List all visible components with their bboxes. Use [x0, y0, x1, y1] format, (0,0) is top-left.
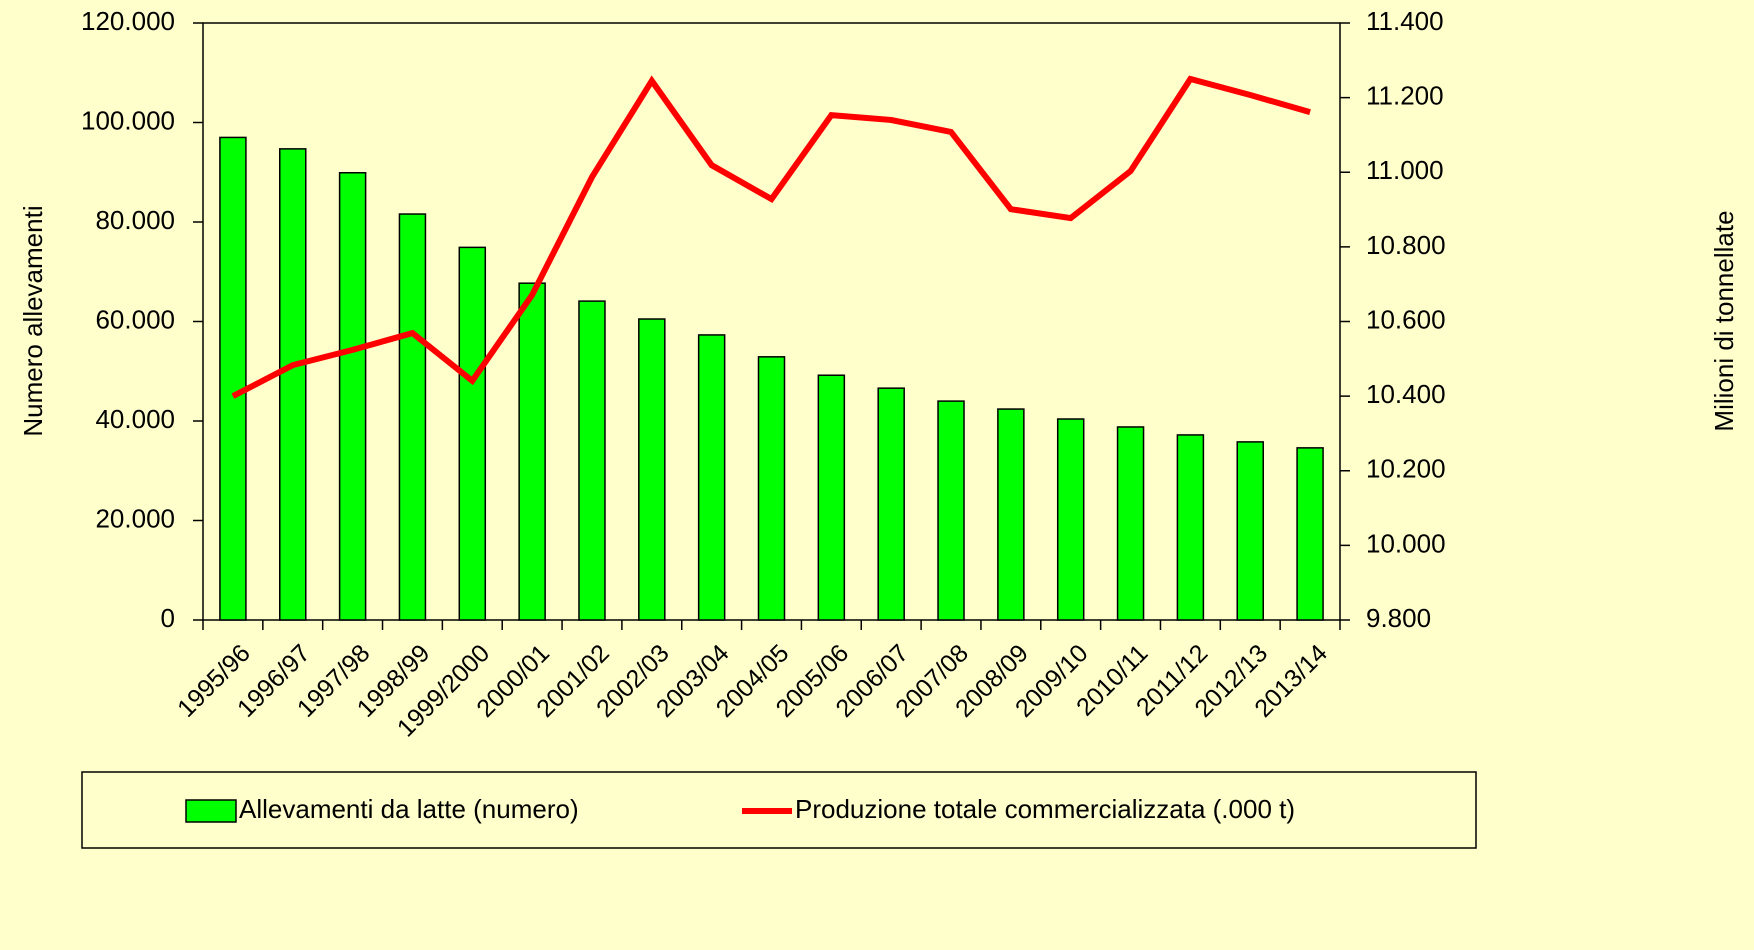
- line: [231, 75, 1311, 399]
- bar: [1176, 434, 1205, 621]
- y-tick-label: 20.000: [95, 503, 175, 533]
- y2-tick-label: 10.600: [1366, 304, 1446, 334]
- y-axis-title: Numero allevamenti: [18, 205, 48, 436]
- y-tick-label: 100.000: [81, 105, 175, 135]
- bar: [697, 334, 726, 621]
- y-tick-label: 0: [161, 603, 175, 633]
- bar: [937, 400, 965, 621]
- bar: [338, 171, 367, 621]
- legend-label: Allevamenti da latte (numero): [239, 794, 579, 824]
- bar: [279, 148, 307, 621]
- bar: [877, 387, 905, 621]
- y2-tick-label: 10.200: [1366, 454, 1446, 484]
- bar: [997, 408, 1025, 621]
- bar: [1236, 441, 1264, 621]
- y-tick-label: 80.000: [95, 205, 175, 235]
- bar: [1296, 447, 1324, 621]
- bar: [817, 374, 846, 621]
- y-tick-label: 40.000: [95, 404, 175, 434]
- bar: [757, 356, 786, 621]
- y-tick-label: 60.000: [95, 304, 175, 334]
- bar: [638, 318, 666, 621]
- bar: [398, 213, 427, 621]
- bar: [1116, 426, 1145, 621]
- bar: [1056, 418, 1085, 621]
- bar: [578, 300, 606, 621]
- y2-tick-label: 11.000: [1366, 155, 1444, 185]
- y2-tick-label: 10.000: [1366, 528, 1446, 558]
- y-tick-label: 120.000: [81, 6, 175, 36]
- legend-box: [81, 771, 1477, 849]
- y2-tick-label: 11.400: [1366, 6, 1444, 36]
- legend-swatch: [185, 799, 237, 823]
- legend-label: Produzione totale commercializzata (.000…: [795, 794, 1295, 824]
- y2-tick-label: 10.400: [1366, 379, 1446, 409]
- y2-axis-title: Milioni di tonnellate: [1709, 210, 1739, 431]
- y2-tick-label: 9.800: [1366, 603, 1431, 633]
- bar: [219, 136, 247, 621]
- bar: [518, 282, 546, 621]
- bar: [458, 246, 487, 621]
- y2-tick-label: 10.800: [1366, 230, 1446, 260]
- y2-tick-label: 11.200: [1366, 81, 1444, 111]
